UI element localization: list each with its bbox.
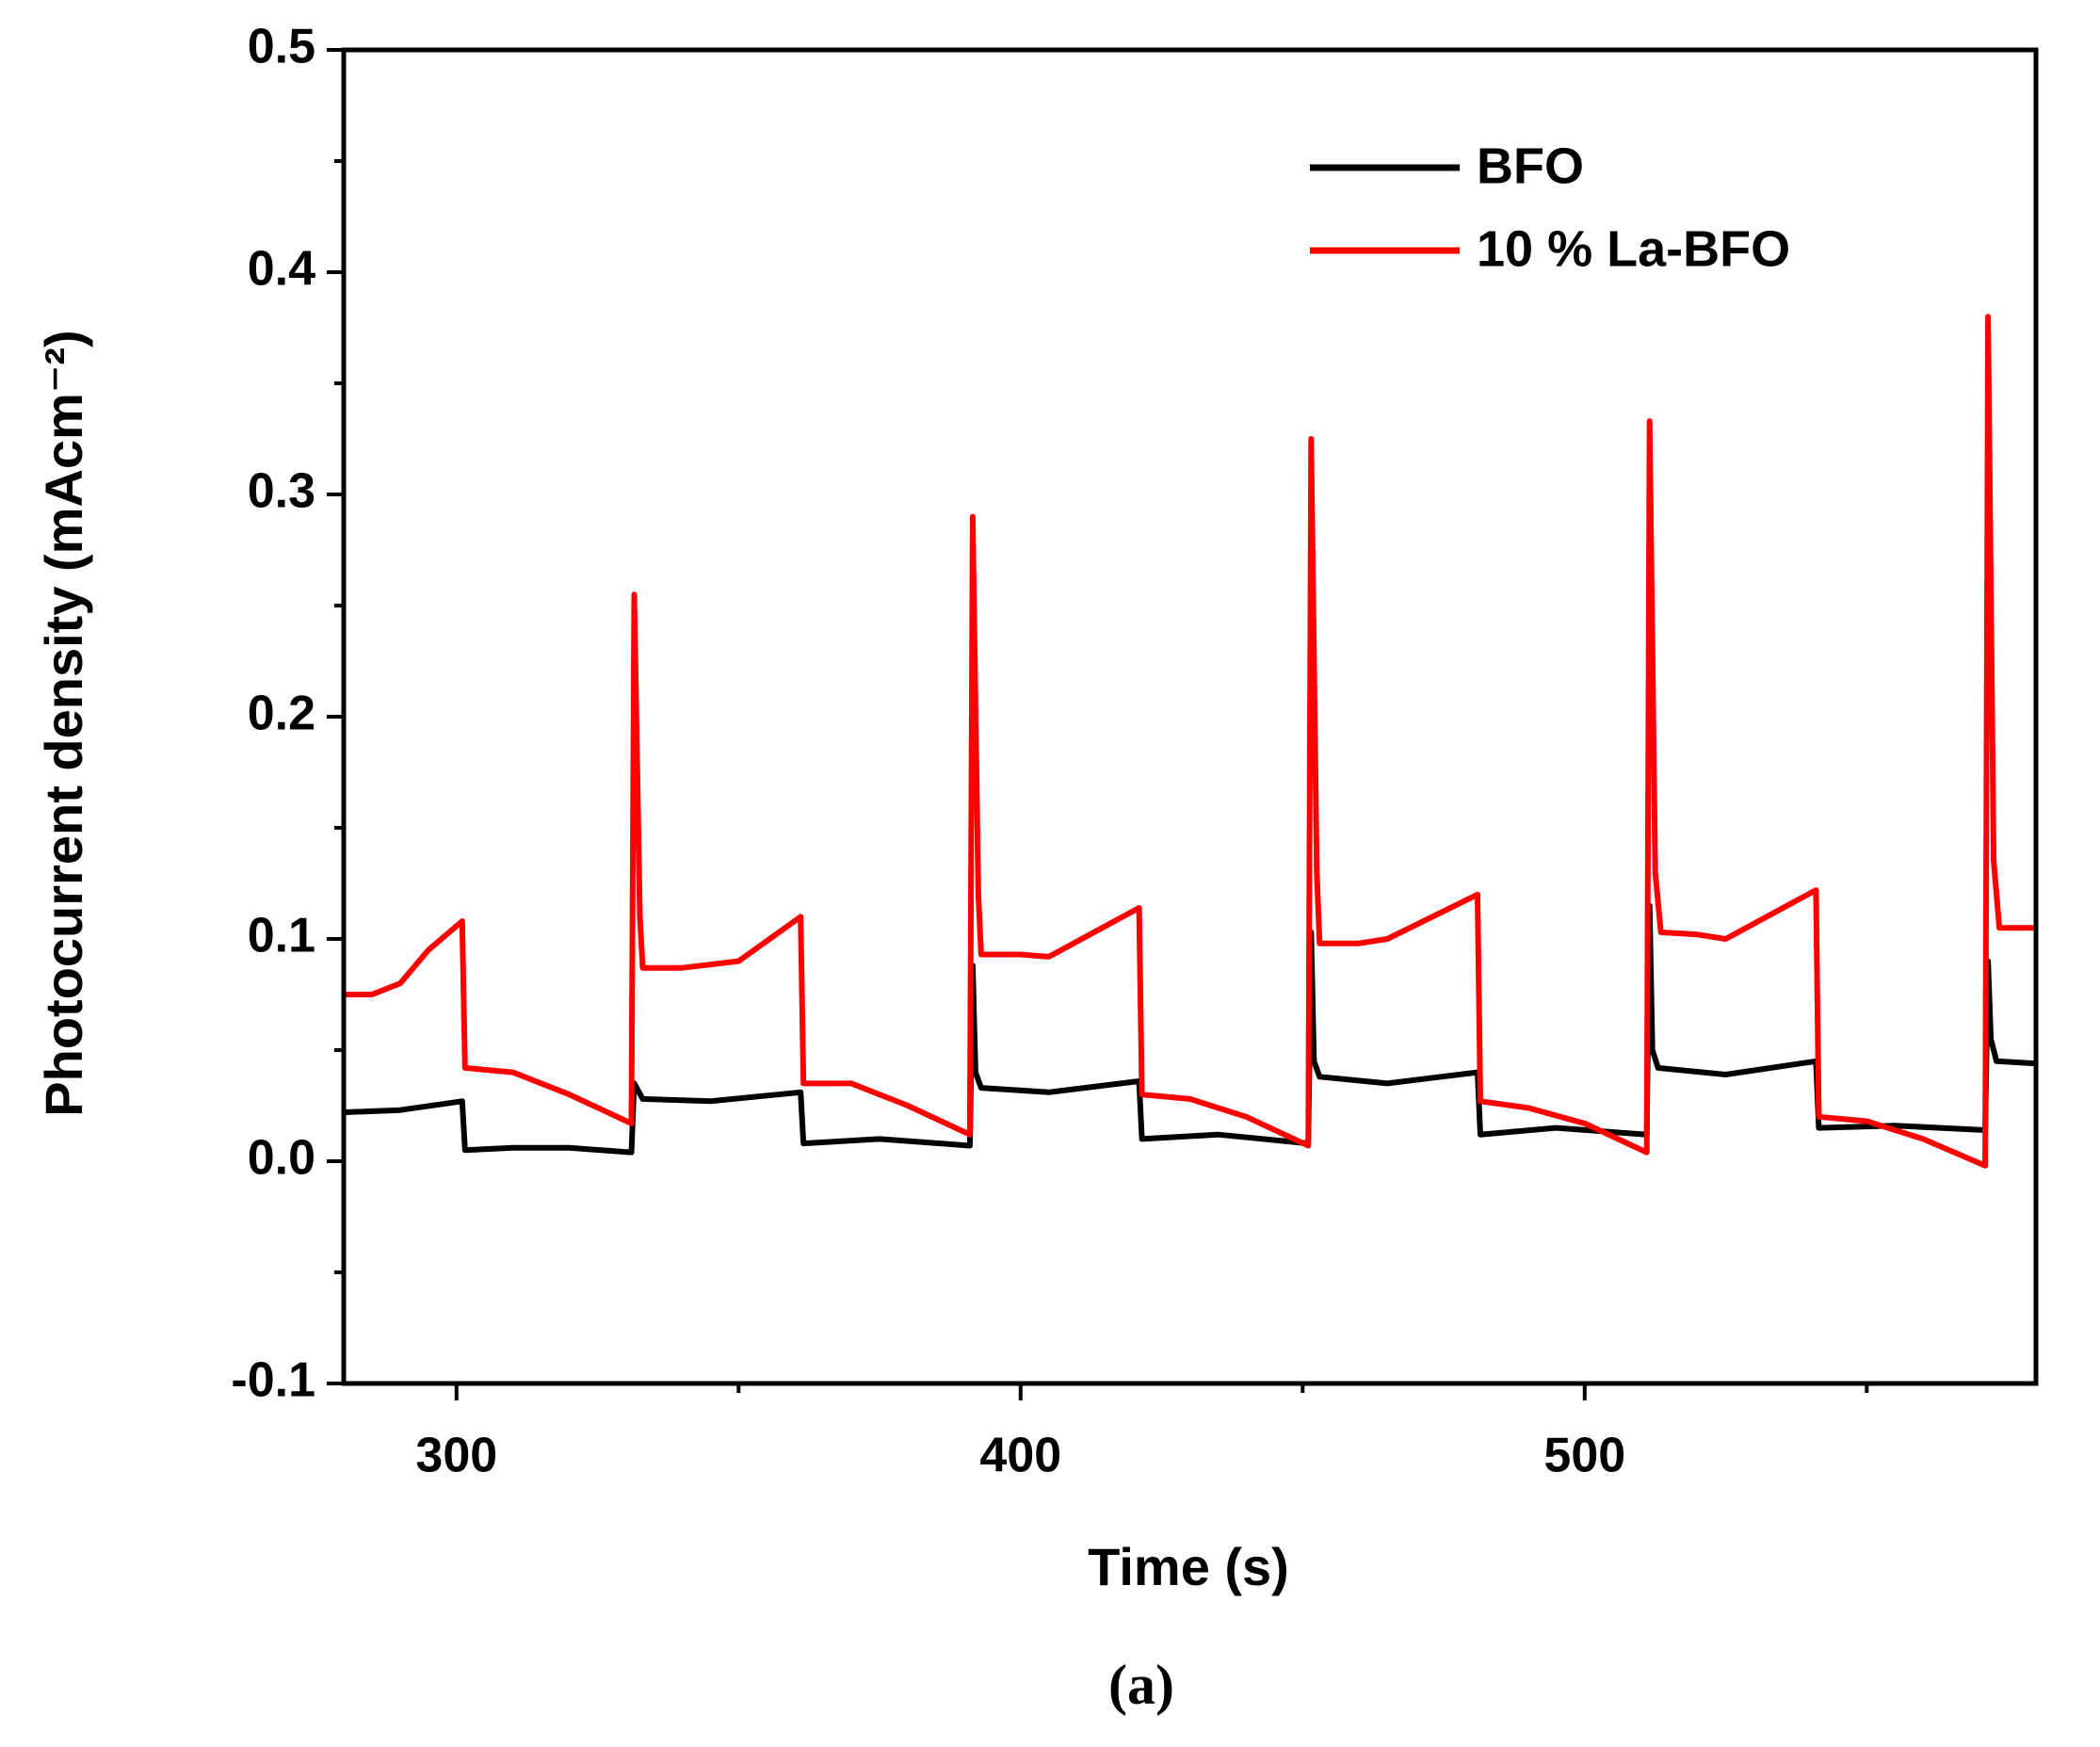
x-tick-label: 300 [415, 1429, 497, 1483]
y-axis-title: Photocurrent density (mAcm⁻²) [34, 330, 93, 1116]
y-tick-label: 0.5 [248, 20, 315, 74]
legend-label: BFO [1477, 137, 1584, 194]
x-tick-label: 400 [979, 1429, 1061, 1483]
y-tick-label: 0.4 [248, 242, 315, 297]
y-tick-label: 0.0 [248, 1131, 315, 1186]
y-tick-label: 0.3 [248, 464, 315, 519]
x-tick-label: 500 [1543, 1429, 1625, 1483]
caption: (a) [1108, 1654, 1174, 1716]
series-line [344, 314, 2036, 1169]
legend-label: 10 % La-BFO [1477, 220, 1790, 277]
series-line [343, 902, 2037, 1156]
y-tick-label: -0.1 [231, 1353, 315, 1408]
y-tick-label: 0.2 [248, 687, 315, 741]
x-axis-title: Time (s) [1088, 1537, 1289, 1596]
y-tick-label: 0.1 [248, 909, 315, 963]
